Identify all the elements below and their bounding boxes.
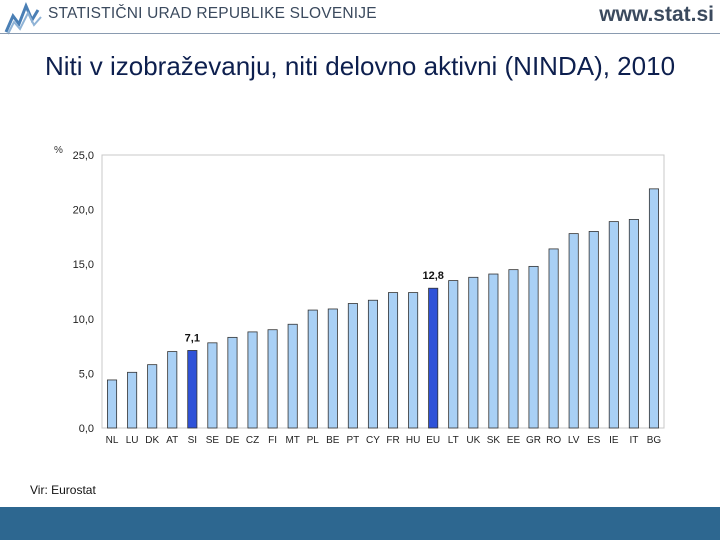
x-tick-label: PL — [307, 435, 320, 446]
bar-pl — [307, 309, 318, 429]
bar-dk — [147, 364, 158, 429]
x-tick-label: SI — [188, 435, 197, 446]
organization-name: STATISTIČNI URAD REPUBLIKE SLOVENIJE — [48, 5, 377, 22]
header: STATISTIČNI URAD REPUBLIKE SLOVENIJE www… — [0, 0, 720, 35]
x-tick-label: NL — [106, 435, 119, 446]
bar-nl — [107, 379, 118, 429]
x-tick-label: HU — [406, 435, 420, 446]
x-tick-label: MT — [285, 435, 299, 446]
header-divider — [0, 33, 720, 34]
sursi-logo-icon — [4, 2, 42, 35]
bar-bg — [648, 188, 659, 429]
bar-eu — [428, 287, 439, 429]
x-tick-label: EE — [507, 435, 521, 446]
x-tick-label: UK — [466, 435, 480, 446]
bar-chart: % 0,0 5,0 10,0 15,0 20,0 25,0 NL LU DK AT SI SE DE CZ F… — [54, 145, 665, 446]
x-tick-label: SK — [487, 435, 501, 446]
plot-area-frame — [101, 154, 665, 429]
bar-pt — [347, 303, 358, 429]
source-note: Vir: Eurostat — [30, 483, 96, 497]
x-tick-label: LV — [568, 435, 580, 446]
website-link[interactable]: www.stat.si — [599, 3, 714, 26]
x-tick-label: DK — [145, 435, 159, 446]
x-tick-label: FR — [386, 435, 399, 446]
x-tick-label: IT — [629, 435, 638, 446]
x-tick-label: FI — [268, 435, 277, 446]
bar-lv — [568, 233, 579, 429]
x-tick-label: EU — [426, 435, 440, 446]
bar-hu — [408, 292, 419, 429]
y-tick-label: 15,0 — [73, 259, 94, 271]
y-tick-label: 5,0 — [79, 368, 94, 380]
x-tick-label: LU — [126, 435, 139, 446]
x-tick-label: PT — [347, 435, 360, 446]
data-label: 12,8 — [422, 270, 443, 282]
bar-mt — [287, 323, 298, 429]
x-tick-label: GR — [526, 435, 541, 446]
footer-bar — [0, 507, 720, 540]
bar-es — [588, 231, 599, 429]
x-tick-label: IE — [609, 435, 619, 446]
x-tick-label: BG — [647, 435, 662, 446]
bar-fr — [388, 292, 399, 429]
x-tick-label: AT — [166, 435, 178, 446]
y-tick-label: 20,0 — [73, 205, 94, 217]
y-axis-label: % — [54, 145, 63, 156]
x-tick-label: CZ — [246, 435, 259, 446]
bar-cy — [367, 299, 378, 429]
x-tick-label: CY — [366, 435, 380, 446]
bar-cz — [247, 331, 258, 429]
bar-gr — [528, 265, 539, 429]
x-tick-label: LT — [448, 435, 459, 446]
bar-uk — [468, 276, 479, 429]
bar-de — [227, 336, 238, 429]
bar-be — [327, 308, 338, 429]
bar-lu — [127, 371, 138, 429]
bar-it — [628, 219, 639, 429]
x-tick-label: BE — [326, 435, 340, 446]
bar-lt — [448, 280, 459, 429]
x-tick-label: SE — [206, 435, 220, 446]
y-tick-label: 10,0 — [73, 314, 94, 326]
x-tick-label: ES — [587, 435, 601, 446]
bar-se — [207, 342, 218, 429]
bar-ie — [608, 221, 619, 429]
bar-si — [187, 350, 198, 429]
bar-ee — [508, 269, 519, 429]
bar-at — [167, 351, 178, 429]
x-tick-label: RO — [546, 435, 561, 446]
y-tick-label: 0,0 — [79, 423, 94, 435]
data-label: 7,1 — [185, 332, 200, 344]
x-tick-label: DE — [226, 435, 240, 446]
bar-fi — [267, 329, 278, 429]
slide-title: Niti v izobraževanju, niti delovno aktiv… — [44, 51, 676, 81]
y-tick-label: 25,0 — [73, 150, 94, 162]
bar-ro — [548, 248, 559, 429]
bar-sk — [488, 273, 499, 429]
